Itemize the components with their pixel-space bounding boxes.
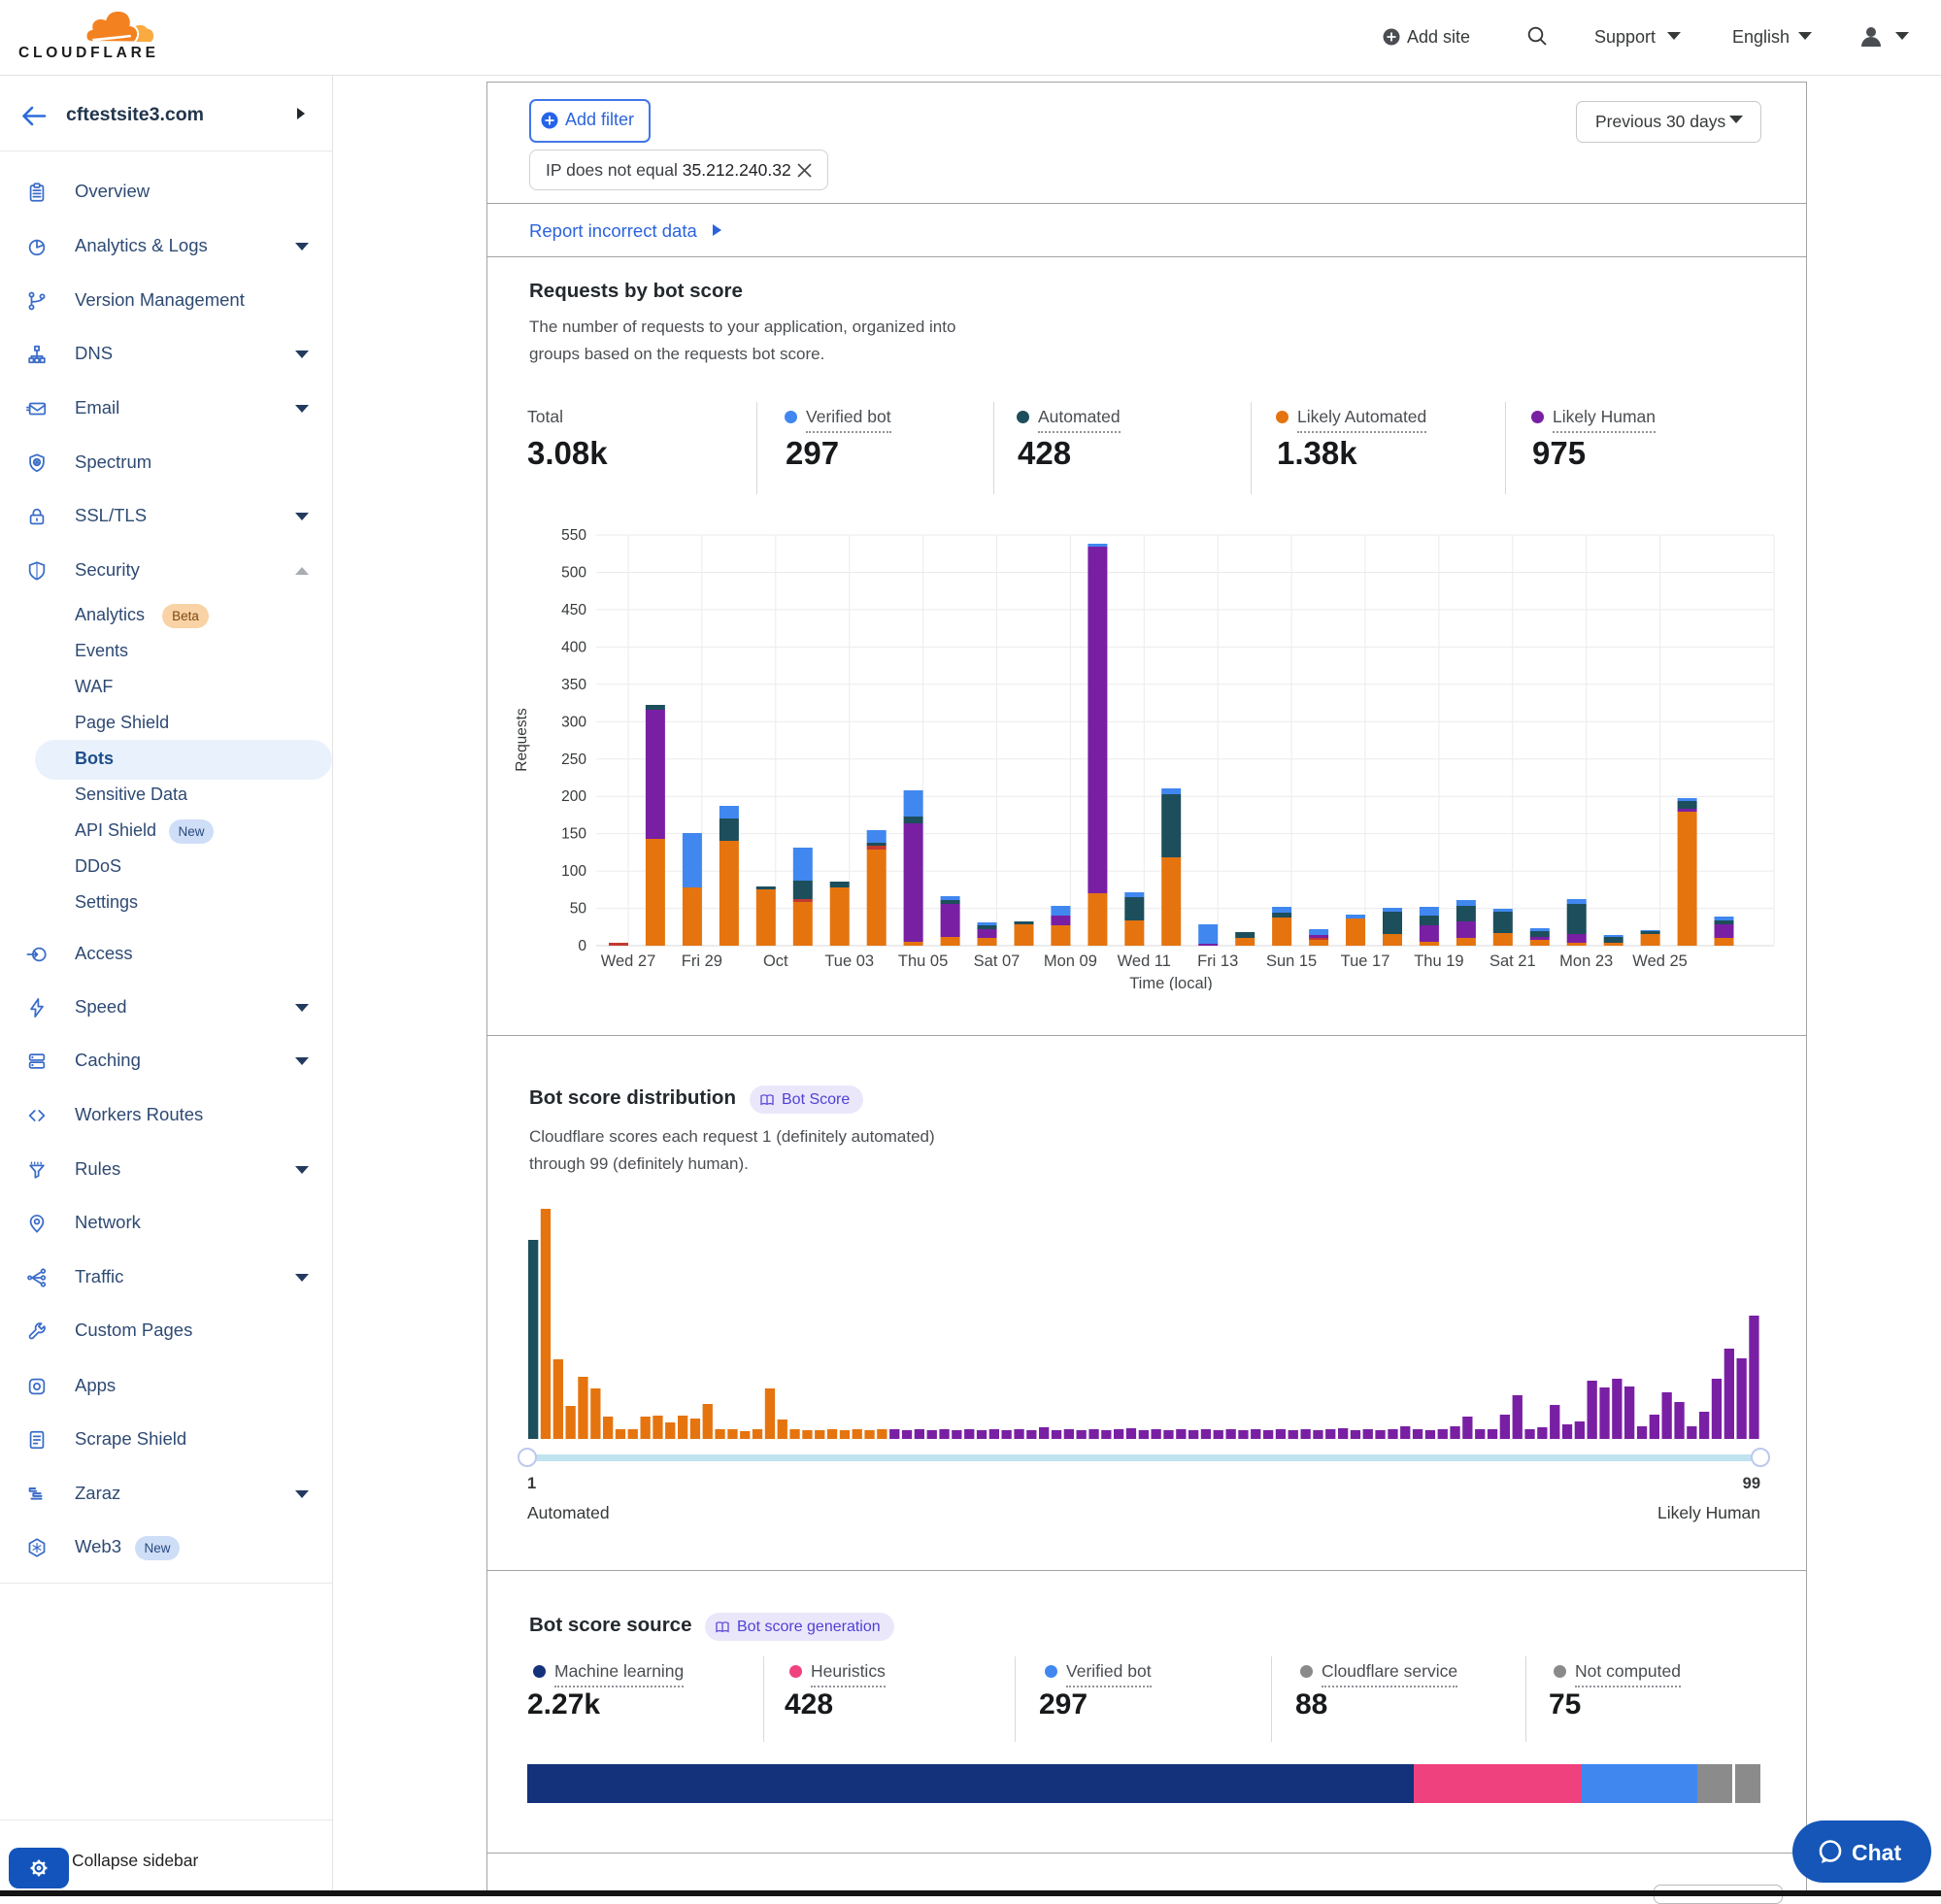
svg-text:Thu 19: Thu 19 (1414, 952, 1463, 970)
svg-text:Fri 13: Fri 13 (1197, 952, 1238, 970)
svg-text:Time (local): Time (local) (1129, 975, 1213, 990)
svg-text:Wed 27: Wed 27 (601, 952, 656, 970)
svg-text:Sat 07: Sat 07 (974, 952, 1021, 970)
svg-text:Mon 23: Mon 23 (1559, 952, 1613, 970)
svg-text:Tue 17: Tue 17 (1341, 952, 1390, 970)
svg-text:300: 300 (561, 714, 586, 730)
svg-text:Wed 11: Wed 11 (1118, 952, 1171, 970)
svg-text:100: 100 (561, 863, 586, 880)
svg-text:Fri 29: Fri 29 (682, 952, 722, 970)
svg-text:Thu 05: Thu 05 (898, 952, 948, 970)
svg-text:350: 350 (561, 677, 586, 693)
svg-text:150: 150 (561, 826, 586, 843)
svg-text:Oct: Oct (763, 952, 788, 970)
svg-text:200: 200 (561, 788, 586, 805)
svg-text:400: 400 (561, 639, 586, 655)
svg-text:Wed 25: Wed 25 (1632, 952, 1688, 970)
svg-text:Mon 09: Mon 09 (1044, 952, 1097, 970)
svg-text:550: 550 (561, 527, 586, 544)
svg-text:Sun 15: Sun 15 (1266, 952, 1317, 970)
svg-text:0: 0 (578, 938, 586, 954)
svg-text:50: 50 (570, 901, 587, 918)
svg-text:Requests: Requests (514, 708, 530, 772)
svg-text:500: 500 (561, 565, 586, 582)
svg-text:450: 450 (561, 602, 586, 618)
svg-text:Tue 03: Tue 03 (824, 952, 874, 970)
svg-text:250: 250 (561, 752, 586, 768)
svg-text:Sat 21: Sat 21 (1489, 952, 1536, 970)
